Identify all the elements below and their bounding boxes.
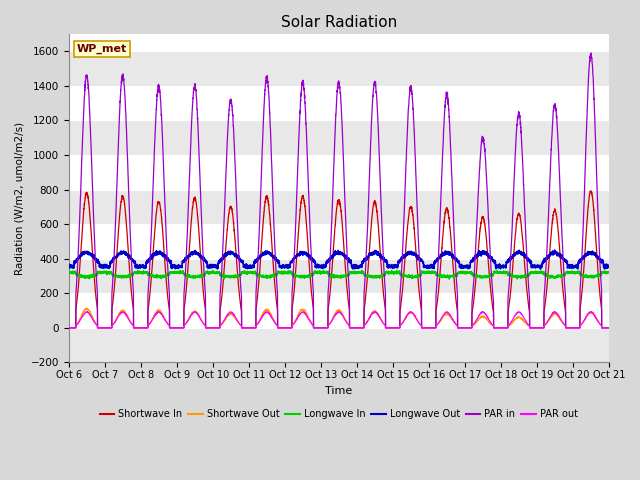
Text: WP_met: WP_met [77,44,127,54]
Bar [68,120,609,155]
Title: Solar Radiation: Solar Radiation [280,15,397,30]
Bar [68,51,609,86]
Y-axis label: Radiation (W/m2, umol/m2/s): Radiation (W/m2, umol/m2/s) [15,121,25,275]
Legend: Shortwave In, Shortwave Out, Longwave In, Longwave Out, PAR in, PAR out: Shortwave In, Shortwave Out, Longwave In… [96,406,582,423]
Bar [68,259,609,293]
Bar [68,190,609,224]
X-axis label: Time: Time [325,385,353,396]
Bar [68,328,609,362]
